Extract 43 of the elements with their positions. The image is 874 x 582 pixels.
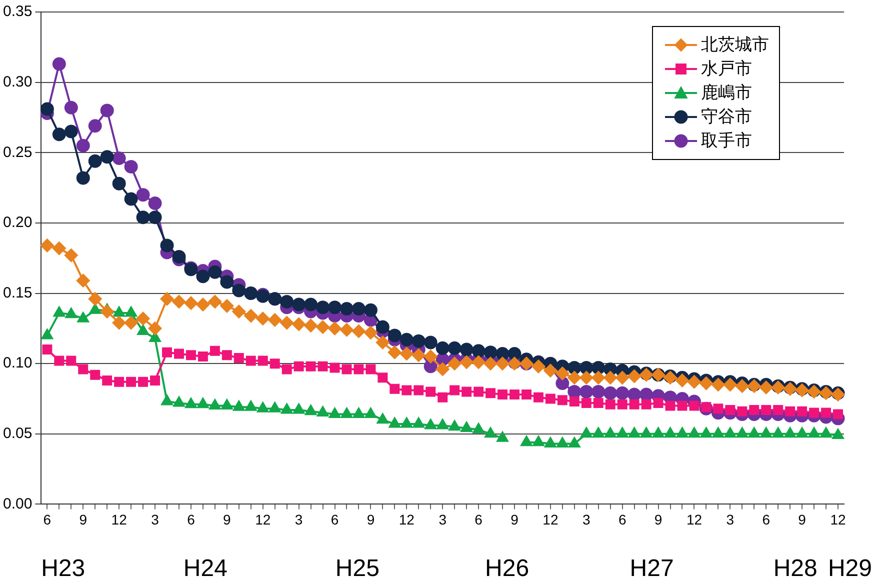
x-tick-label: 3: [438, 511, 447, 528]
x-tick-label: 6: [330, 511, 339, 528]
x-tick-label: 6: [187, 511, 196, 528]
text: H23: [41, 555, 86, 582]
x-tick-label: 9: [798, 511, 806, 528]
x-tick-label: 3: [726, 511, 734, 528]
x-tick-label: 6: [474, 511, 483, 528]
x-tick-label: 9: [79, 511, 88, 528]
x-tick-label: 6: [618, 511, 626, 528]
text: H29: [828, 555, 872, 582]
y-tick-label: 0.25: [2, 144, 32, 161]
x-tick-label: 9: [510, 511, 519, 528]
legend-label: 取手市: [701, 130, 752, 152]
x-tick-label: 12: [398, 511, 415, 528]
legend-label: 水戸市: [701, 58, 752, 80]
y-tick-label: 0.20: [2, 214, 32, 232]
y-tick-label: 0.05: [2, 425, 32, 442]
x-tick-label: 9: [366, 511, 375, 528]
legend-label: 北茨城市: [701, 34, 769, 56]
x-tick-label: 3: [151, 511, 160, 528]
x-tick-label: 12: [830, 511, 846, 528]
text: H24: [183, 555, 228, 582]
y-tick-label: 0.10: [2, 354, 32, 372]
x-tick-label: 9: [223, 511, 232, 528]
x-tick-label: 12: [255, 511, 271, 528]
x-tick-label: 12: [686, 511, 702, 528]
legend-label: 守谷市: [701, 106, 752, 128]
y-tick-label: 0.15: [2, 284, 32, 302]
legend-label: 鹿嶋市: [701, 82, 752, 104]
x-tick-label: 6: [43, 511, 52, 528]
x-tick-label: 12: [111, 511, 128, 528]
text: H26: [485, 555, 530, 582]
y-tick-label: 0.35: [2, 3, 32, 20]
y-tick-label: 0.30: [2, 73, 32, 90]
x-tick-label: 3: [294, 511, 303, 528]
x-tick-label: 6: [762, 511, 770, 528]
x-tick-label: 9: [654, 511, 662, 528]
y-tick-label: 0.00: [2, 495, 32, 512]
x-tick-label: 12: [542, 511, 558, 528]
x-tick-label: 3: [582, 511, 590, 528]
text: H27: [630, 555, 674, 582]
text: H28: [773, 555, 818, 582]
text: H25: [335, 555, 380, 582]
